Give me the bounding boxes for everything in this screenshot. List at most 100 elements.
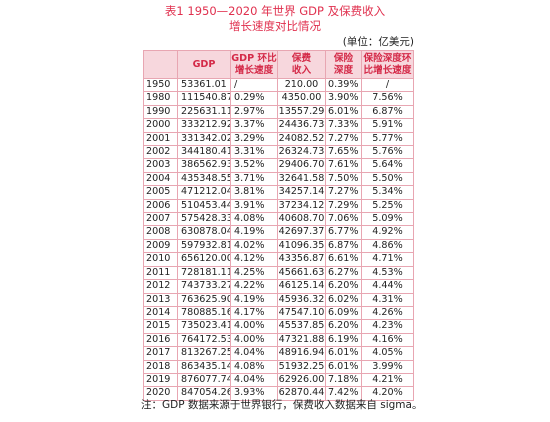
gdp-cell: 111540.87 — [177, 91, 231, 106]
depth-cell: 6.01% — [325, 104, 362, 120]
year-cell: 2018 — [143, 359, 178, 374]
depth-growth-cell: 7.56% — [361, 91, 414, 106]
table-row: 2000 333212.92 3.37% 24436.73 7.33% 5.91% — [143, 118, 414, 133]
table-row: 2009 597932.81 4.02% 41096.35 6.87% 4.86% — [143, 238, 414, 254]
depth-growth-cell: 5.77% — [361, 131, 414, 147]
depth-cell: 7.33% — [325, 118, 362, 133]
depth-growth-cell: 4.92% — [361, 225, 414, 240]
header-cell-depth: 保险 深度 — [325, 50, 362, 79]
depth-growth-cell: 5.64% — [361, 158, 414, 173]
gdp-cell: 743733.27 — [177, 279, 231, 294]
table-row: 2003 386562.93 3.52% 29406.70 7.61% 5.64% — [143, 158, 414, 173]
table-row: 2019 876077.74 4.04% 62926.00 7.18% 4.21% — [143, 372, 414, 388]
header-line: 保费 — [291, 53, 312, 64]
header-line: 收入 — [291, 64, 312, 76]
year-cell: 2000 — [143, 118, 178, 133]
table-row: 2016 764172.53 4.00% 47321.88 6.19% 4.16% — [143, 332, 414, 348]
depth-growth-cell: 5.76% — [361, 145, 414, 160]
gdp-growth-cell: 4.22% — [230, 279, 278, 294]
premium-cell: 29406.70 — [277, 158, 326, 173]
depth-cell: 6.01% — [325, 359, 362, 374]
year-cell: 2010 — [143, 252, 178, 267]
table-row: 2013 763625.90 4.19% 45936.32 6.02% 4.31% — [143, 292, 414, 307]
depth-growth-cell: 5.34% — [361, 185, 414, 200]
gdp-growth-cell: / — [230, 77, 278, 93]
header-cell-year — [143, 50, 178, 79]
table-row: 2018 863435.14 4.08% 51932.25 6.01% 3.99% — [143, 359, 414, 374]
gdp-cell: 471212.04 — [177, 185, 231, 200]
header-line: GDP — [192, 58, 216, 70]
year-cell: 1980 — [143, 91, 178, 106]
depth-cell: 6.09% — [325, 305, 362, 321]
gdp-growth-cell: 4.04% — [230, 346, 278, 361]
gdp-growth-cell: 3.91% — [230, 198, 278, 214]
gdp-cell: 813267.25 — [177, 346, 231, 361]
depth-cell: 3.90% — [325, 91, 362, 106]
gdp-growth-cell: 4.02% — [230, 238, 278, 254]
year-cell: 2014 — [143, 305, 178, 321]
premium-cell: 32641.58 — [277, 171, 326, 187]
depth-growth-cell: 6.87% — [361, 104, 414, 120]
gdp-cell: 333212.92 — [177, 118, 231, 133]
year-cell: 2017 — [143, 346, 178, 361]
gdp-growth-cell: 3.52% — [230, 158, 278, 173]
header-cell-gdp: GDP — [177, 50, 231, 79]
depth-growth-cell: 4.16% — [361, 332, 414, 348]
depth-growth-cell: 4.20% — [361, 386, 414, 401]
year-cell: 2011 — [143, 265, 178, 281]
year-cell: 2013 — [143, 292, 178, 307]
gdp-cell: 780885.16 — [177, 305, 231, 321]
depth-cell: 7.18% — [325, 372, 362, 388]
header-line: 深度 — [333, 64, 354, 76]
gdp-growth-cell: 3.93% — [230, 386, 278, 401]
gdp-growth-cell: 4.25% — [230, 265, 278, 281]
table-row: 1980 111540.87 0.29% 4350.00 3.90% 7.56% — [143, 91, 414, 106]
depth-growth-cell: 5.25% — [361, 198, 414, 214]
gdp-growth-cell: 0.29% — [230, 91, 278, 106]
gdp-growth-cell: 3.71% — [230, 171, 278, 187]
gdp-cell: 575428.33 — [177, 212, 231, 227]
premium-cell: 45936.32 — [277, 292, 326, 307]
header-line: 比增长速度 — [363, 64, 412, 76]
depth-growth-cell: 4.05% — [361, 346, 414, 361]
table-body: 1950 53361.01/210.00 0.39%/1980 111540.87 0.… — [143, 77, 414, 401]
header-line: 保险 — [333, 53, 354, 64]
premium-cell: 51932.25 — [277, 359, 326, 374]
header-cell-depth-growth: 保险深度环 比增长速度 — [361, 50, 414, 79]
gdp-cell: 763625.90 — [177, 292, 231, 307]
premium-cell: 37234.12 — [277, 198, 326, 214]
premium-cell: 4350.00 — [277, 91, 326, 106]
table-row: 2006 510453.44 3.91% 37234.12 7.29% 5.25% — [143, 198, 414, 214]
gdp-growth-cell: 4.17% — [230, 305, 278, 321]
gdp-cell: 344180.41 — [177, 145, 231, 160]
depth-cell: 6.61% — [325, 252, 362, 267]
table-row: 2005 471212.04 3.81% 34257.14 7.27% 5.34% — [143, 185, 414, 200]
unit-label: (单位：亿美元) — [342, 36, 414, 48]
year-cell: 2007 — [143, 212, 178, 227]
depth-growth-cell: 3.99% — [361, 359, 414, 374]
gdp-cell: 728181.11 — [177, 265, 231, 281]
table-row: 2004 435348.55 3.71% 32641.58 7.50% 5.50% — [143, 171, 414, 187]
depth-cell: 0.39% — [325, 77, 362, 93]
gdp-growth-cell: 3.29% — [230, 131, 278, 147]
depth-growth-cell: 4.44% — [361, 279, 414, 294]
gdp-growth-cell: 3.81% — [230, 185, 278, 200]
premium-cell: 47321.88 — [277, 332, 326, 348]
depth-cell: 6.20% — [325, 319, 362, 334]
depth-growth-cell: 4.71% — [361, 252, 414, 267]
year-cell: 2002 — [143, 145, 178, 160]
gdp-growth-cell: 4.08% — [230, 212, 278, 227]
year-cell: 2005 — [143, 185, 178, 200]
gdp-growth-cell: 4.19% — [230, 225, 278, 240]
table-row: 2012 743733.27 4.22% 46125.14 6.20% 4.44% — [143, 279, 414, 294]
premium-cell: 24082.52 — [277, 131, 326, 147]
depth-cell: 6.27% — [325, 265, 362, 281]
table-title: 表1 1950—2020 年世界 GDP 及保费收入 — [164, 4, 386, 18]
depth-cell: 6.01% — [325, 346, 362, 361]
depth-cell: 6.19% — [325, 332, 362, 348]
year-cell: 2009 — [143, 238, 178, 254]
year-cell: 2020 — [143, 386, 178, 401]
depth-cell: 6.20% — [325, 279, 362, 294]
table-row: 2015 735023.41 4.00% 45537.85 6.20% 4.23% — [143, 319, 414, 334]
premium-cell: 46125.14 — [277, 279, 326, 294]
